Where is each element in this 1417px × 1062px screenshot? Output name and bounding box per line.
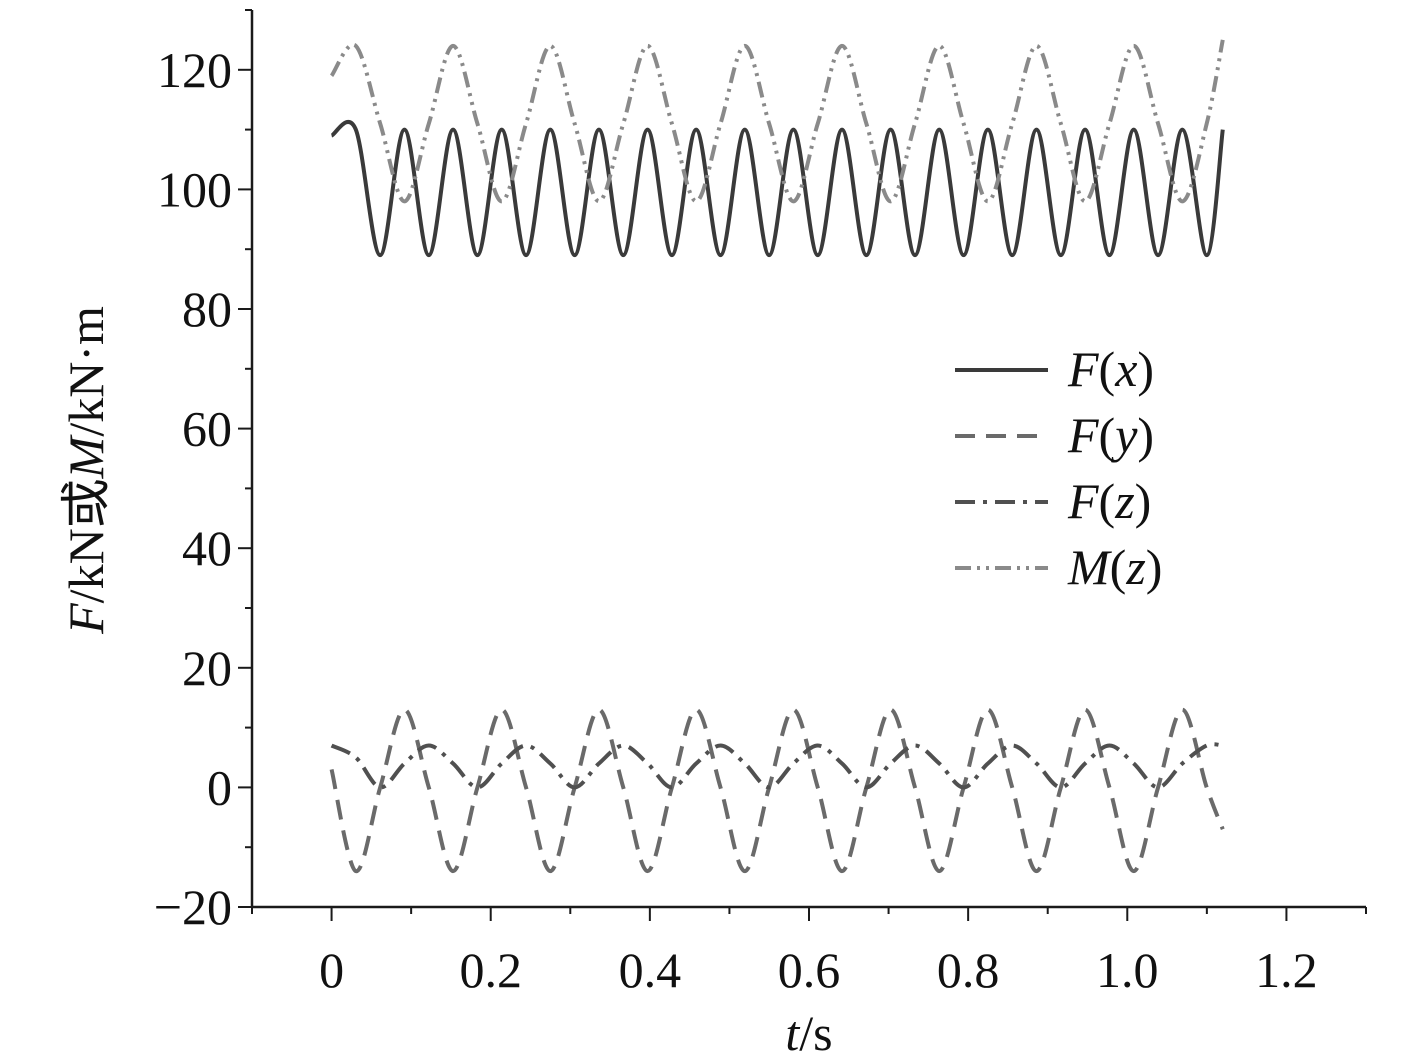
x-tick-label: 0 (319, 942, 344, 998)
series-fx (330, 119, 1225, 258)
y-tick-label: 20 (182, 640, 232, 696)
y-tick-label: 120 (157, 42, 232, 98)
y-tick-label: 60 (182, 401, 232, 457)
x-tick-label: 0.8 (937, 942, 1000, 998)
x-axis-title: t/s (785, 1005, 832, 1061)
x-tick-label: 0.2 (459, 942, 522, 998)
legend-label-fy: F(y) (1067, 407, 1154, 463)
y-tick-label: 40 (182, 520, 232, 576)
legend-label-fz: F(z) (1067, 473, 1151, 529)
axes (250, 10, 1366, 909)
series-mz (329, 39, 1225, 204)
x-tick-label: 1.2 (1255, 942, 1318, 998)
x-tick-label: 1.0 (1096, 942, 1159, 998)
y-tick-label: 100 (157, 161, 232, 217)
legend-item-mz: M(z) (955, 539, 1162, 595)
x-tick-label: 0.4 (619, 942, 682, 998)
x-tick-label: 0.6 (778, 942, 841, 998)
y-tick-label: −20 (154, 879, 232, 935)
series-layer (329, 39, 1225, 874)
y-tick-label: 0 (207, 759, 232, 815)
legend-item-fx: F(x) (955, 341, 1154, 397)
legend-label-fx: F(x) (1067, 341, 1154, 397)
y-tick-label: 80 (182, 281, 232, 337)
legend-label-mz: M(z) (1067, 539, 1162, 595)
series-fz (330, 742, 1223, 790)
y-axis-title: F/kN或M/kN·m (58, 306, 114, 635)
legend-item-fy: F(y) (955, 407, 1154, 463)
axis-tick-labels: −20 0 20 40 60 80 100 120 0 0.2 0.4 0.6 0.8 1.0 1.2 (154, 42, 1318, 998)
legend: F(x) F(y) F(z) M(z) (955, 341, 1162, 595)
axis-ticks (238, 9, 1367, 921)
series-fy (329, 707, 1225, 874)
legend-item-fz: F(z) (955, 473, 1151, 529)
